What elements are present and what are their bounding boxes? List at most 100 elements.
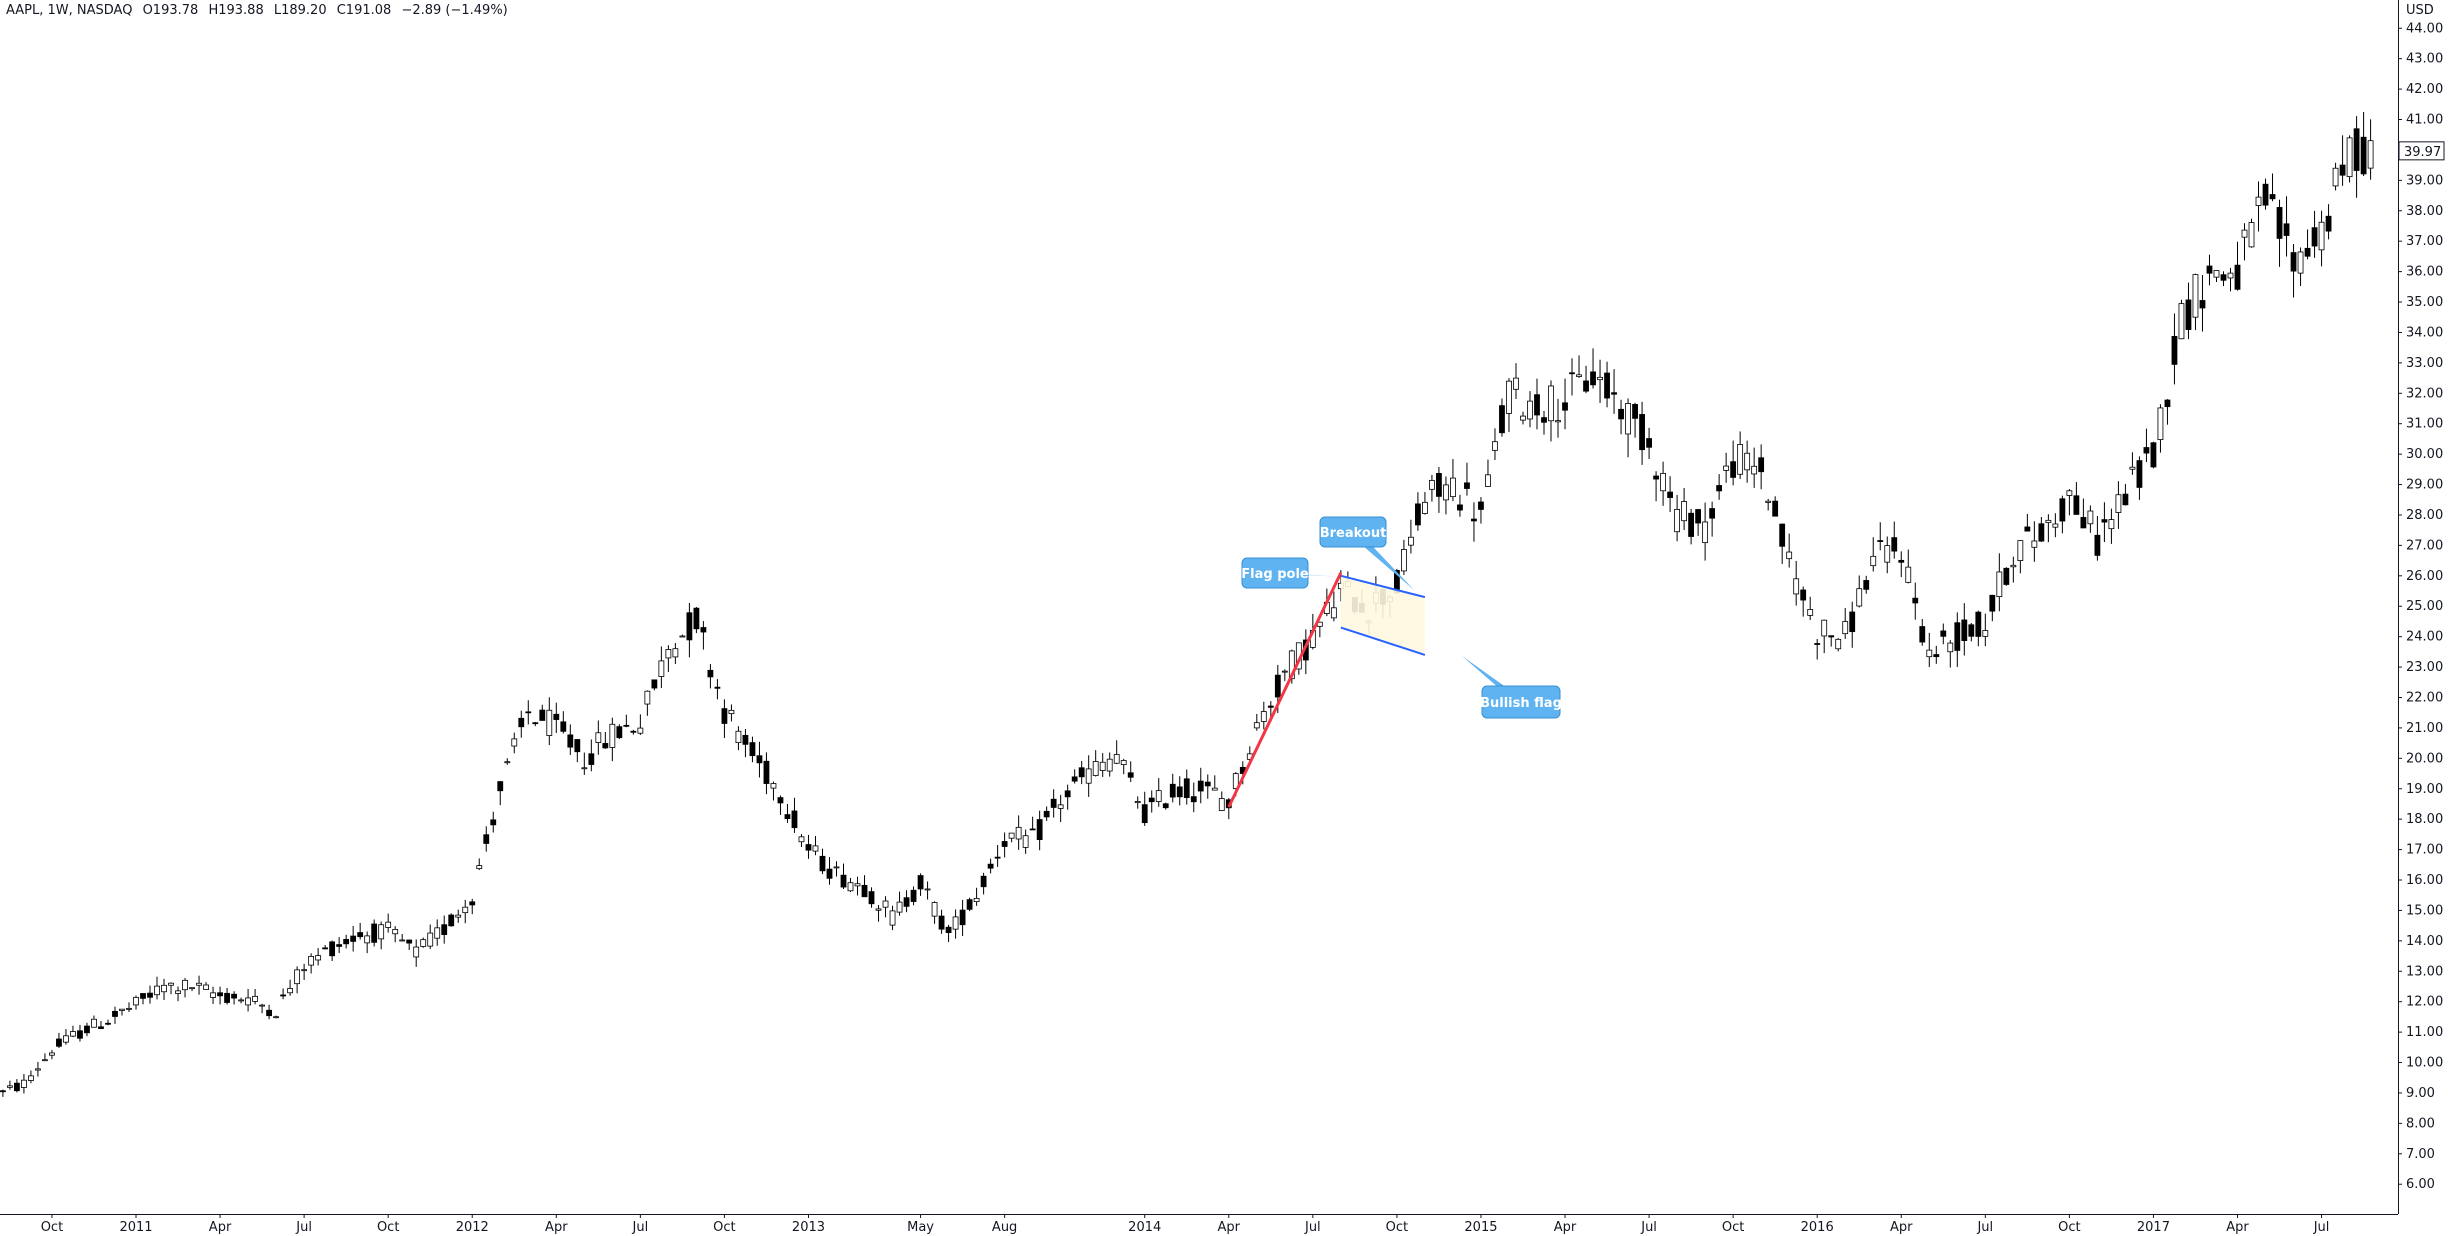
time-tick-label: Apr <box>209 1220 232 1235</box>
candle-up <box>462 906 469 914</box>
symbol-label[interactable]: AAPL, 1W, NASDAQ <box>6 3 133 18</box>
candle-up <box>1099 761 1106 771</box>
candle-up <box>1022 835 1029 848</box>
candle-up <box>434 927 441 939</box>
candle-down <box>567 734 574 748</box>
candle-up <box>2227 272 2234 279</box>
time-tick-label: Oct <box>41 1220 63 1235</box>
candle-up <box>581 767 588 770</box>
price-tick-label: 31.00 <box>2406 417 2443 432</box>
candle-down <box>14 1082 20 1092</box>
candle-down <box>1050 798 1057 808</box>
candle-up <box>301 969 308 972</box>
candle-up <box>154 985 160 996</box>
candle-down <box>840 874 847 888</box>
candle-up <box>658 660 665 677</box>
price-tick-label: 16.00 <box>2406 873 2443 888</box>
candle-down <box>560 721 567 732</box>
candle-down <box>1849 611 1856 633</box>
candle-down <box>1478 501 1484 510</box>
candle-down <box>777 797 784 804</box>
candle-down <box>2038 523 2045 542</box>
candle-down <box>2311 227 2318 247</box>
candle-down <box>1001 841 1008 847</box>
time-tick-label: Jul <box>295 1220 312 1235</box>
candle-up <box>2017 540 2024 561</box>
candle-down <box>574 739 581 753</box>
candle-up <box>1681 501 1688 522</box>
flag-lower-line[interactable] <box>1340 626 1426 656</box>
candle-down <box>322 947 329 950</box>
time-tick-label: Apr <box>1218 1220 1241 1235</box>
candle-up <box>385 921 392 928</box>
candle-up <box>308 956 315 966</box>
candle-up <box>1807 609 1814 616</box>
flag-upper-line[interactable] <box>1340 574 1426 599</box>
candle-up <box>476 865 483 870</box>
candle-down <box>791 810 798 829</box>
candle-down <box>1436 473 1442 497</box>
candle-up <box>1253 722 1260 729</box>
candle-down <box>336 944 343 947</box>
candle-up <box>1835 638 1842 650</box>
price-tick-label: 17.00 <box>2406 843 2443 858</box>
breakout-callout-text: Breakout <box>1320 526 1387 541</box>
candle-down <box>0 1090 6 1093</box>
breakout-callout-box[interactable] <box>1319 516 1387 548</box>
candle-up <box>1401 549 1407 572</box>
candle-up <box>1905 566 1912 583</box>
candle-down <box>1940 630 1947 637</box>
candle-up <box>1660 472 1666 492</box>
candle-down <box>1933 654 1940 658</box>
candle-down <box>553 713 560 720</box>
candle-down <box>1695 509 1702 524</box>
candle-down <box>2360 136 2367 175</box>
candle-down <box>490 819 497 826</box>
candle-up <box>1008 832 1015 839</box>
candle-up <box>1232 773 1239 789</box>
candle-down <box>714 686 721 689</box>
candle-down <box>1604 372 1610 399</box>
flag-pole-line[interactable] <box>1227 572 1343 808</box>
price-tick-label: 14.00 <box>2406 934 2443 949</box>
flag-pole-callout-box[interactable] <box>1241 557 1309 589</box>
candle-up <box>420 939 427 947</box>
candle-down <box>1029 828 1036 831</box>
candle-up <box>1996 571 2003 598</box>
candle-up <box>2066 490 2073 496</box>
candle-up <box>504 761 511 764</box>
candle-up <box>1597 376 1603 381</box>
bullish-flag-callout-box[interactable] <box>1481 685 1561 719</box>
candle-up <box>1113 754 1120 764</box>
candle-down <box>651 679 658 689</box>
candle-down <box>1779 523 1786 547</box>
candle-down <box>1176 786 1183 798</box>
candle-down <box>1148 797 1155 803</box>
price-tick-label: 34.00 <box>2406 325 2443 340</box>
candle-down <box>1127 772 1134 778</box>
time-tick-label: Oct <box>2058 1220 2080 1235</box>
candle-down <box>903 897 910 907</box>
price-tick-label: 41.00 <box>2406 113 2443 128</box>
candle-up <box>2248 222 2255 248</box>
candle-down <box>1471 518 1477 522</box>
candle-down <box>1730 461 1737 478</box>
candle-up <box>2297 251 2304 274</box>
candle-down <box>98 1026 104 1030</box>
candle-up <box>168 982 174 986</box>
candle-down <box>623 724 630 727</box>
candle-up <box>1120 760 1127 765</box>
candle-up <box>896 901 903 913</box>
candle-down <box>1415 503 1421 526</box>
candle-down <box>539 709 546 721</box>
candle-down <box>1814 643 1821 645</box>
candle-up <box>847 882 854 892</box>
candle-down <box>1534 394 1540 416</box>
candle-down <box>966 899 973 910</box>
candle-down <box>1583 380 1589 392</box>
time-tick-label: Apr <box>545 1220 568 1235</box>
candle-down <box>1541 417 1547 423</box>
candle-up <box>1015 826 1022 840</box>
